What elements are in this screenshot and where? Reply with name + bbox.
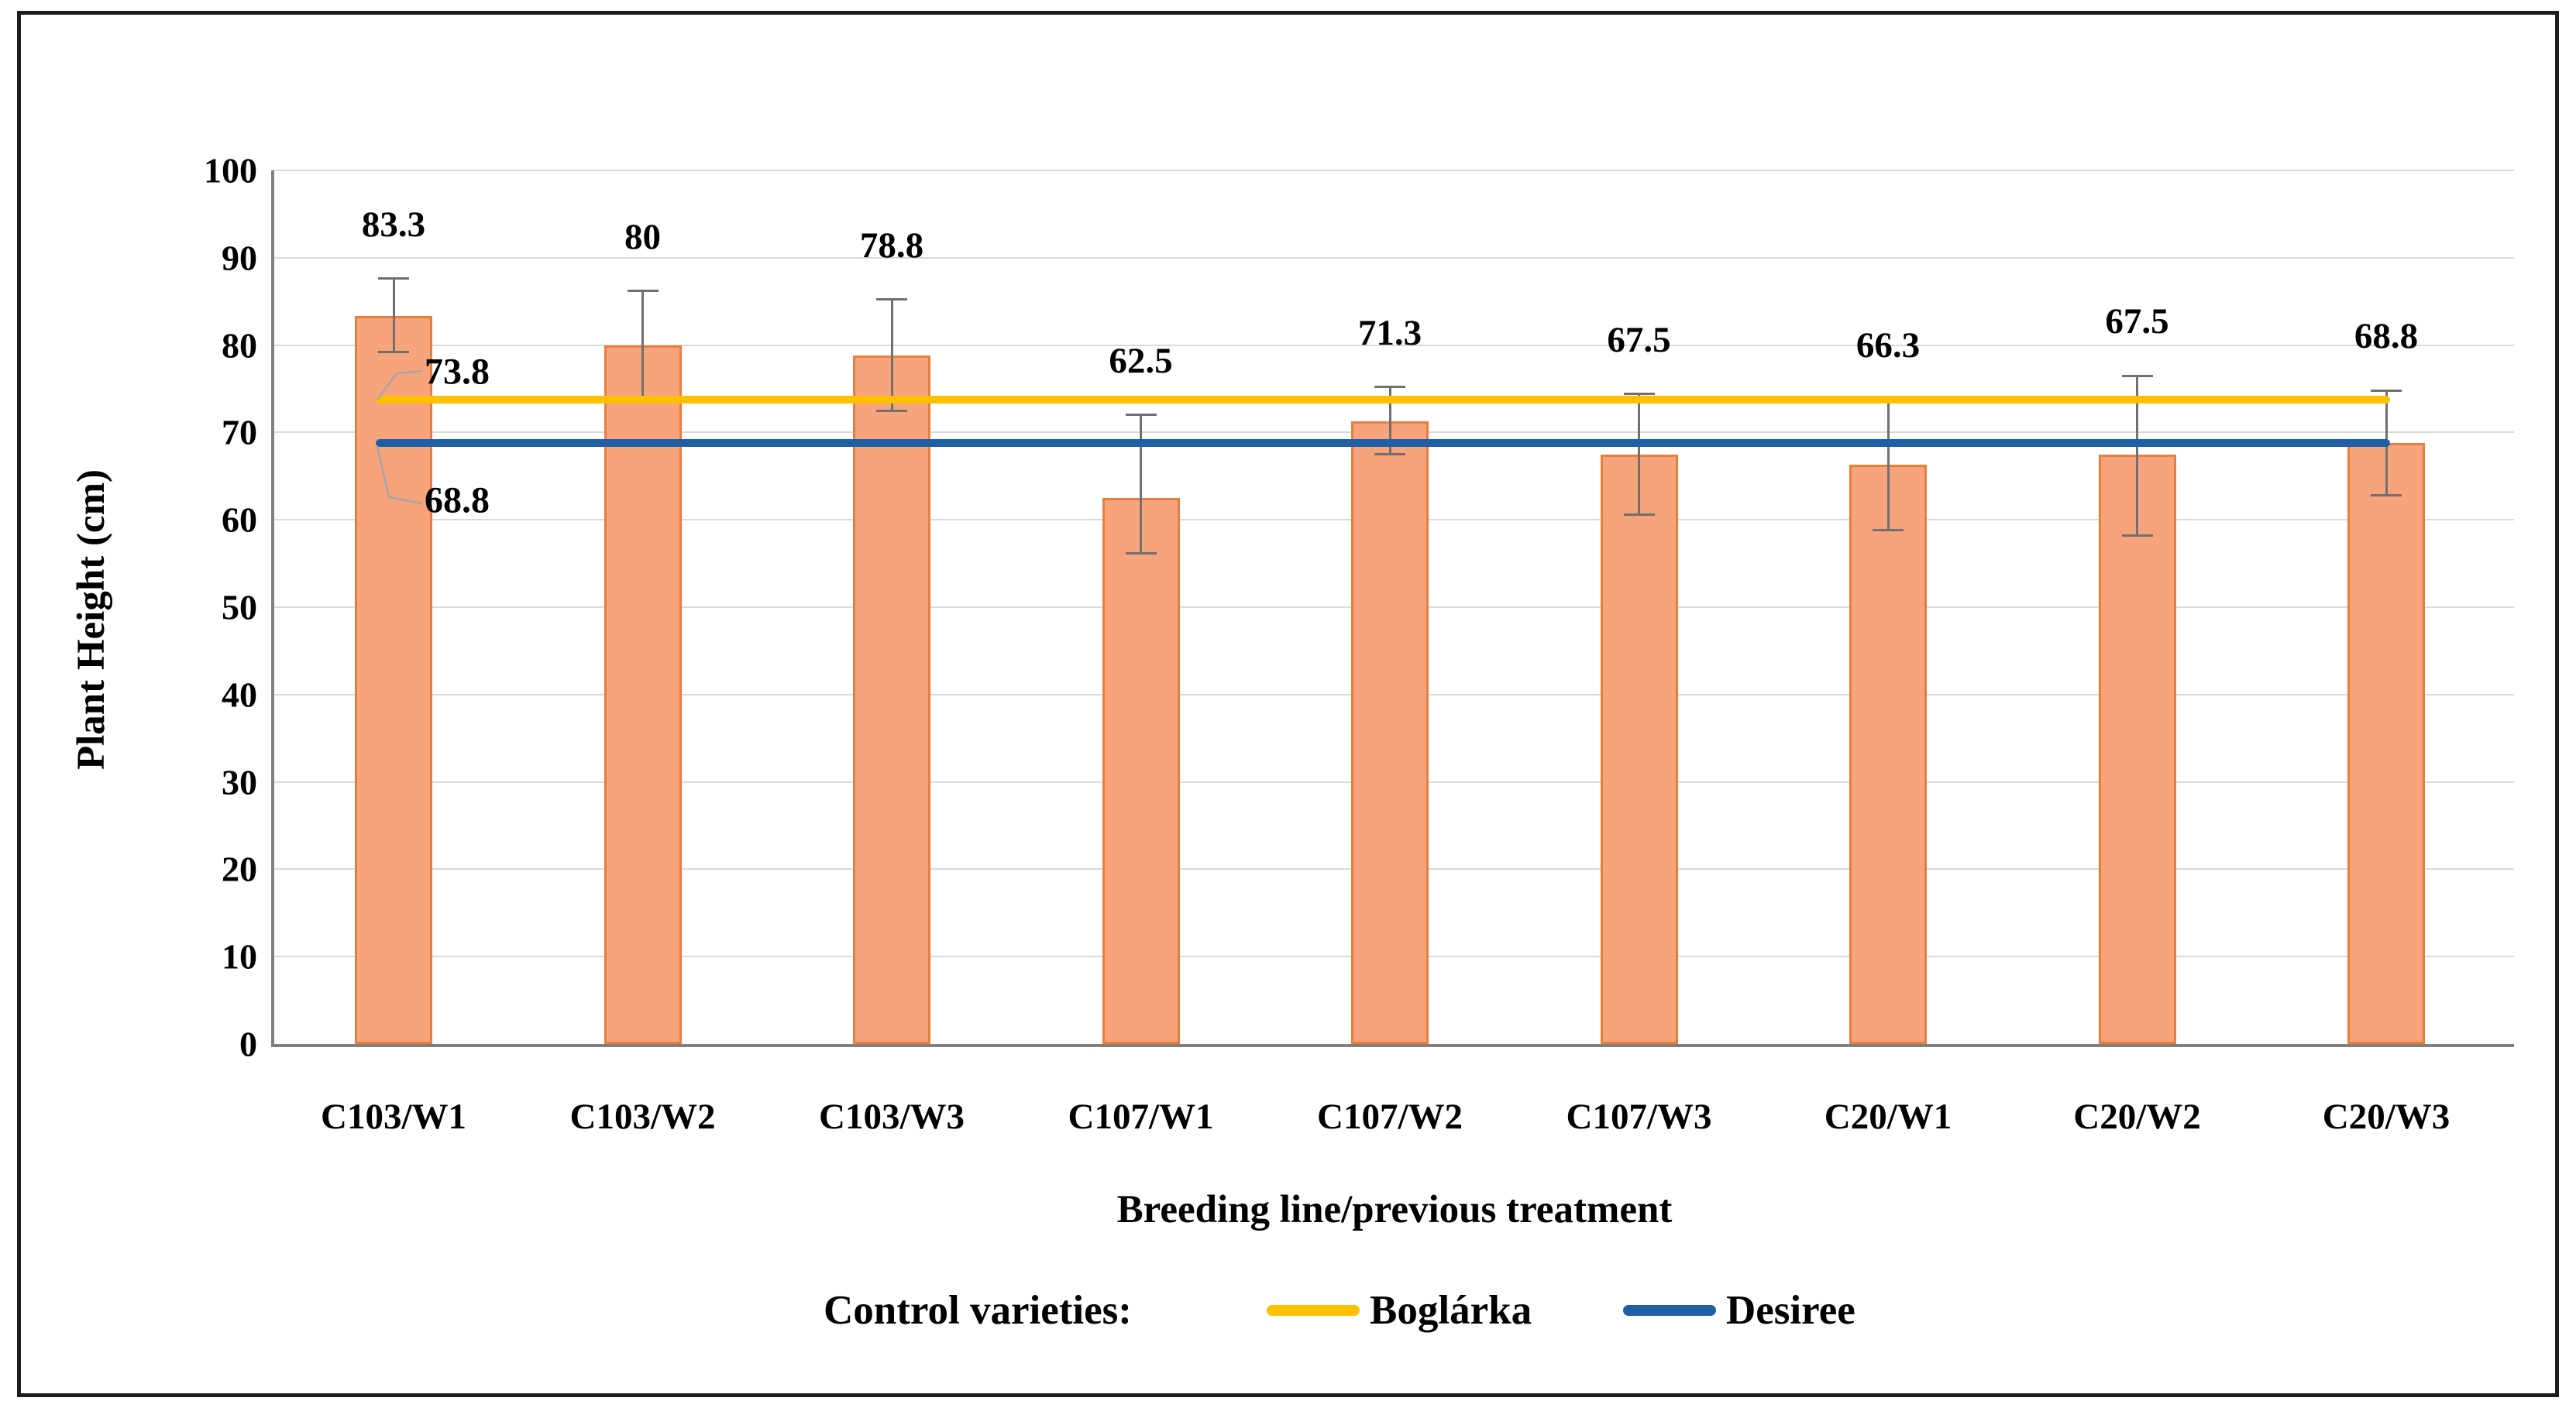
value-label-C103/W1: 83.3 xyxy=(361,204,426,245)
y-tick-label-100: 100 xyxy=(204,150,257,191)
x-tick-label-C20/W1: C20/W1 xyxy=(1824,1097,1952,1137)
legend-title: Control varieties: xyxy=(824,1288,1132,1333)
y-tick-label-0: 0 xyxy=(239,1024,257,1064)
legend-label-desiree: Desiree xyxy=(1726,1288,1855,1333)
error-bar-C107/W2 xyxy=(1388,386,1391,455)
x-tick-label-C103/W1: C103/W1 xyxy=(321,1097,466,1137)
bar-C103/W1[interactable] xyxy=(355,316,432,1044)
error-cap-top-C20/W3 xyxy=(2371,389,2402,392)
error-bar-C103/W2 xyxy=(641,290,644,401)
error-cap-top-C103/W1 xyxy=(378,277,409,280)
gridline-90 xyxy=(273,256,2514,259)
error-bar-C20/W1 xyxy=(1886,399,1890,531)
legend-label-boglarka: Boglárka xyxy=(1370,1288,1532,1333)
error-cap-top-C20/W2 xyxy=(2121,374,2153,377)
error-cap-top-C103/W3 xyxy=(876,298,907,301)
y-axis-title: Plant Height (cm) xyxy=(70,469,113,771)
reference-label-boglarka: 73.8 xyxy=(425,351,490,393)
gridline-80 xyxy=(273,344,2514,346)
x-tick-label-C20/W2: C20/W2 xyxy=(2073,1097,2201,1137)
error-cap-bottom-C107/W3 xyxy=(1623,513,1655,516)
bar-C20/W2[interactable] xyxy=(2098,454,2176,1044)
error-cap-bottom-C103/W1 xyxy=(378,351,409,354)
y-tick-label-40: 40 xyxy=(222,675,257,715)
y-tick-label-30: 30 xyxy=(222,762,257,802)
x-tick-label-C107/W2: C107/W2 xyxy=(1317,1097,1463,1137)
x-tick-label-C107/W1: C107/W1 xyxy=(1068,1097,1214,1137)
error-cap-bottom-C103/W3 xyxy=(876,409,907,412)
bar-C107/W3[interactable] xyxy=(1600,454,1678,1044)
error-bar-C107/W1 xyxy=(1140,414,1142,554)
bar-C20/W1[interactable] xyxy=(1849,465,1927,1044)
error-bar-C20/W2 xyxy=(2136,376,2138,536)
y-tick-label-80: 80 xyxy=(222,325,257,366)
error-cap-bottom-C107/W1 xyxy=(1125,551,1157,555)
bar-C103/W3[interactable] xyxy=(853,355,930,1044)
error-cap-bottom-C20/W3 xyxy=(2371,494,2402,497)
error-cap-bottom-C20/W1 xyxy=(1873,529,1904,532)
x-axis-line xyxy=(271,1044,2514,1047)
y-tick-label-10: 10 xyxy=(222,936,257,977)
error-cap-top-C107/W2 xyxy=(1374,386,1405,389)
error-bar-C103/W1 xyxy=(392,278,395,352)
value-label-C20/W2: 67.5 xyxy=(2105,301,2169,342)
error-cap-top-C103/W2 xyxy=(627,290,659,293)
bar-C20/W3[interactable] xyxy=(2347,442,2425,1044)
reference-label-desiree: 68.8 xyxy=(425,479,490,521)
value-label-C103/W2: 80 xyxy=(624,216,661,257)
legend-swatch-desiree-icon xyxy=(1623,1305,1716,1316)
error-bar-C107/W3 xyxy=(1638,393,1640,515)
error-cap-bottom-C20/W2 xyxy=(2121,534,2153,537)
error-cap-top-C107/W1 xyxy=(1125,414,1157,417)
y-tick-label-60: 60 xyxy=(222,500,257,540)
value-label-C107/W3: 67.5 xyxy=(1607,319,1671,360)
error-cap-top-C107/W3 xyxy=(1623,393,1655,396)
reference-line-desiree xyxy=(376,438,2390,447)
x-tick-label-C103/W2: C103/W2 xyxy=(569,1097,716,1137)
value-label-C103/W3: 78.8 xyxy=(859,225,924,266)
error-cap-bottom-C107/W2 xyxy=(1374,453,1405,456)
x-tick-label-C107/W3: C107/W3 xyxy=(1566,1097,1712,1137)
x-tick-label-C103/W3: C103/W3 xyxy=(819,1097,965,1137)
bar-C107/W1[interactable] xyxy=(1102,498,1180,1044)
value-label-C20/W1: 66.3 xyxy=(1855,325,1921,366)
y-tick-label-70: 70 xyxy=(222,412,257,452)
x-tick-label-C20/W3: C20/W3 xyxy=(2322,1097,2450,1137)
bar-C103/W2[interactable] xyxy=(604,345,682,1044)
y-tick-label-90: 90 xyxy=(222,238,257,278)
value-label-C20/W3: 68.8 xyxy=(2354,316,2419,357)
value-label-C107/W2: 71.3 xyxy=(1357,312,1422,353)
error-bar-C103/W3 xyxy=(890,299,893,411)
legend-swatch-boglarka-icon xyxy=(1267,1305,1360,1316)
value-label-C107/W1: 62.5 xyxy=(1109,340,1173,381)
y-tick-label-20: 20 xyxy=(222,849,257,889)
bar-C107/W2[interactable] xyxy=(1351,421,1429,1044)
x-axis-title: Breeding line/previous treatment xyxy=(1116,1188,1673,1231)
y-axis-line xyxy=(271,170,274,1044)
reference-line-bogl-rka xyxy=(376,395,2390,404)
gridline-100 xyxy=(273,170,2514,171)
y-tick-label-50: 50 xyxy=(222,587,257,627)
